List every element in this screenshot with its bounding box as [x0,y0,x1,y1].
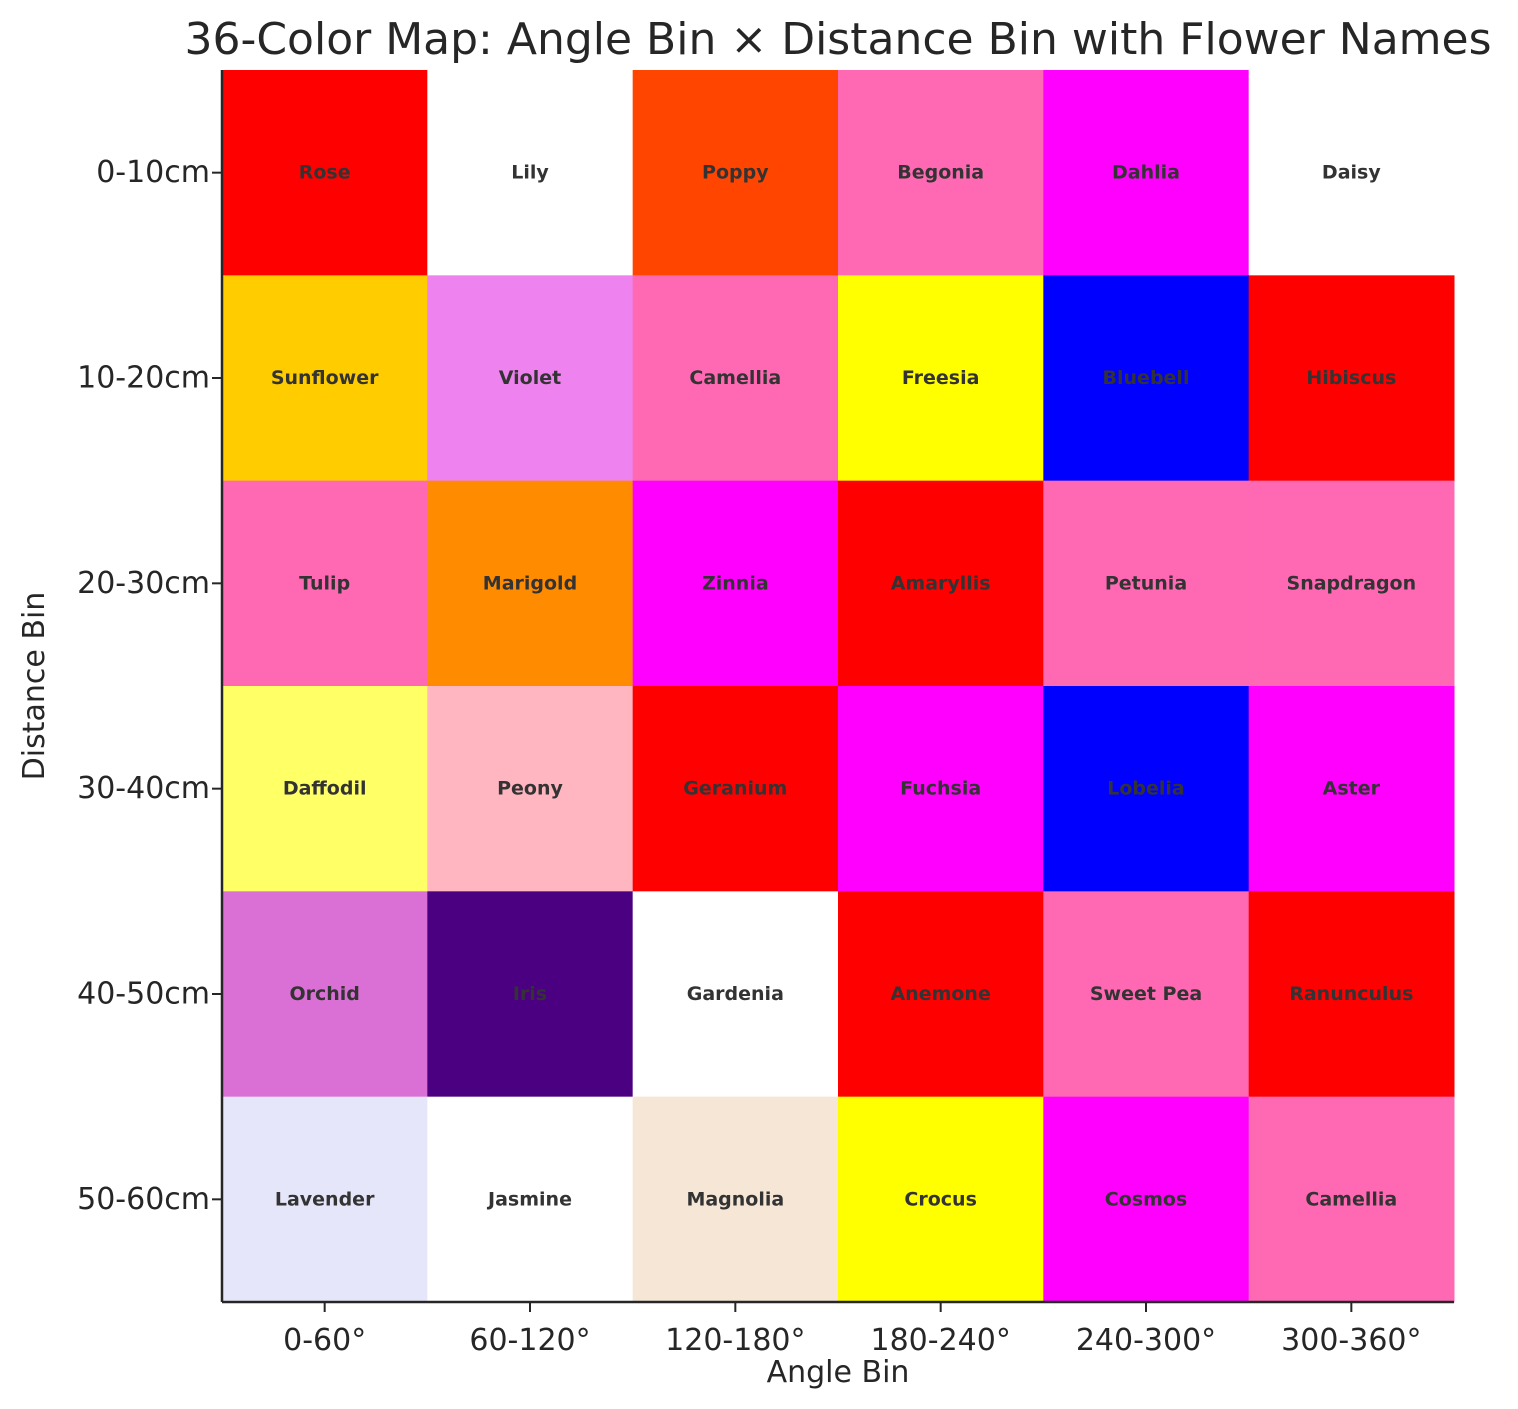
cell-label: Anemone [890,983,990,1005]
cell-label: Violet [499,367,561,389]
cell-label: Lily [511,162,549,184]
heatmap-cell [427,891,634,1098]
heatmap-cell [427,1096,634,1303]
cell-label: Gardenia [687,983,784,1005]
y-tick-label: 10-20cm [77,361,210,396]
heatmap-cell [222,480,428,687]
cell-label: Snapdragon [1287,572,1417,594]
x-axis-ticks: 0-60° 60-120° 120-180° 180-240° 240-300° 300-… [283,1302,1422,1358]
y-tick-label: 50-60cm [77,1182,210,1217]
cell-label: Bluebell [1103,367,1190,389]
cell-label: Dahlia [1112,162,1180,184]
heatmap-cell [632,686,839,892]
y-tick-label: 0-10cm [96,155,210,190]
heatmap-cell [632,275,839,482]
cell-label: Begonia [897,162,984,184]
cell-label: Jasmine [486,1188,572,1210]
heatmap-cell [838,275,1044,482]
heatmap-cell [222,1096,428,1303]
x-tick-label: 300-360° [1281,1323,1421,1358]
heatmap-cell [222,275,428,482]
x-tick-label: 120-180° [665,1323,805,1358]
x-tick-label: 240-300° [1076,1323,1216,1358]
heatmap-cell [222,70,428,276]
cell-label: Cosmos [1105,1188,1187,1210]
cell-label: Petunia [1105,572,1187,594]
chart-title: 36-Color Map: Angle Bin × Distance Bin w… [184,14,1491,65]
y-axis-ticks: 0-10cm 10-20cm 20-30cm 30-40cm 40-50cm 50-60c… [77,155,222,1217]
y-tick-label: 20-30cm [77,566,210,601]
cell-label: Sweet Pea [1090,983,1202,1005]
x-tick-label: 60-120° [469,1323,590,1358]
heatmap-cell [1043,70,1250,276]
cell-label: Lobelia [1107,778,1185,800]
heatmap-cell [632,70,839,276]
cell-label: Iris [513,983,547,1005]
x-tick-label: 180-240° [870,1323,1010,1358]
y-axis-label: Distance Bin [17,592,52,781]
cell-label: Daffodil [283,778,367,800]
y-tick-label: 30-40cm [77,771,210,806]
heatmap-cell [1248,480,1455,687]
cell-label: Orchid [289,983,359,1005]
heatmap-cell [1248,70,1455,276]
heatmap-cell [1043,686,1250,892]
cell-label: Geranium [683,778,787,800]
cell-label: Amaryllis [891,572,991,594]
heatmap-cell [632,480,839,687]
heatmap-cell [838,891,1044,1098]
heatmap-cell [1248,891,1455,1098]
heatmap-cell [1043,1096,1250,1303]
heatmap-cell [632,1096,839,1303]
heatmap-cells: Rose Lily Poppy Begonia Dahlia Daisy Sunflower… [222,70,1455,1303]
cell-label: Hibiscus [1306,367,1396,389]
cell-label: Lavender [275,1188,375,1210]
heatmap-cell [632,891,839,1098]
heatmap-cell [1248,686,1455,892]
heatmap-cell [222,686,428,892]
heatmap-cell [1043,275,1250,482]
cell-label: Aster [1323,778,1381,800]
heatmap-cell [1043,480,1250,687]
heatmap-cell [427,275,634,482]
heatmap-cell [838,1096,1044,1303]
cell-label: Peony [497,778,563,800]
heatmap-cell [838,70,1044,276]
heatmap-cell [1248,1096,1455,1303]
heatmap-cell [427,480,634,687]
cell-label: Rose [299,162,351,184]
cell-label: Sunflower [271,367,379,389]
heatmap-cell [427,70,634,276]
cell-label: Zinnia [702,572,769,594]
cell-label: Magnolia [686,1188,784,1210]
cell-label: Crocus [904,1188,976,1210]
y-tick-label: 40-50cm [77,977,210,1012]
cell-label: Camellia [689,367,781,389]
heatmap-cell [427,686,634,892]
cell-label: Tulip [299,572,350,594]
heatmap-cell [222,891,428,1098]
x-axis-label: Angle Bin [767,1355,910,1390]
cell-label: Poppy [702,162,769,184]
cell-label: Freesia [902,367,980,389]
heatmap-cell [838,480,1044,687]
cell-label: Daisy [1322,162,1381,184]
heatmap-cell [1043,891,1250,1098]
x-tick-label: 0-60° [283,1323,366,1358]
cell-label: Marigold [483,572,577,594]
cell-label: Fuchsia [900,778,981,800]
heatmap-cell [838,686,1044,892]
cell-label: Ranunculus [1289,983,1413,1005]
heatmap-cell [1248,275,1455,482]
cell-label: Camellia [1305,1188,1397,1210]
